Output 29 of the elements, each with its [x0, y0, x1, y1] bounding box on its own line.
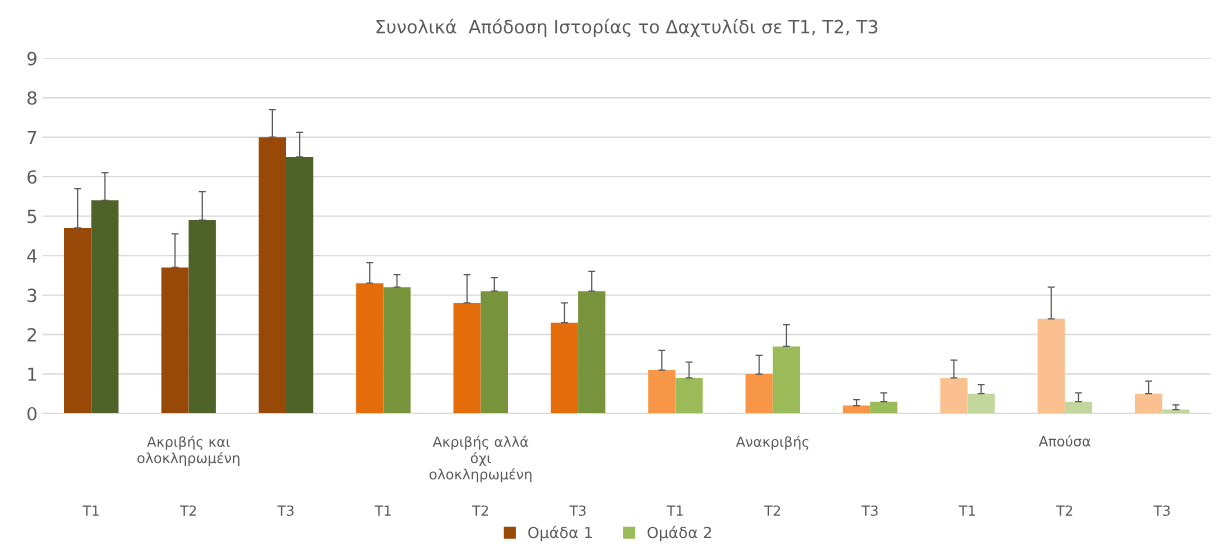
- text: Απούσα: [1038, 435, 1091, 447]
- x-tick-label: T2: [179, 505, 196, 516]
- legend-label: Ομάδα 1: [528, 525, 592, 542]
- x-tick-label: T3: [569, 505, 586, 516]
- legend-label: Ομάδα 2: [647, 525, 711, 542]
- text: Ακριβής και ολοκληρωμένη: [137, 435, 240, 466]
- chart-title: Συνολικά Απόδοση Ιστορίας το Δαχτυλίδι σε T1, T2, T3: [376, 18, 878, 38]
- y-tick-label: 5: [27, 209, 37, 224]
- text: Ανακριβής: [735, 435, 809, 450]
- x-tick-label: T2: [472, 505, 488, 516]
- x-tick-label: T1: [958, 505, 975, 516]
- y-tick-label: 4: [27, 249, 37, 263]
- y-tick-label: 6: [27, 170, 37, 184]
- y-tick-label: 2: [27, 328, 36, 342]
- x-tick-label: T2: [1056, 505, 1073, 516]
- x-tick-label: T1: [82, 505, 99, 516]
- y-tick-label: 7: [27, 130, 37, 145]
- x-tick-label: T3: [277, 505, 294, 516]
- x-tick-label: T1: [374, 505, 391, 516]
- text: Ακριβής αλλά όχι ολοκληρωμένη: [429, 435, 532, 483]
- x-tick-label: T3: [1153, 505, 1170, 516]
- y-tick-label: 9: [27, 51, 37, 66]
- y-tick-label: 8: [27, 91, 37, 105]
- y-tick-label: 1: [28, 367, 37, 381]
- x-tick-label: T2: [764, 505, 781, 516]
- x-tick-label: T3: [861, 505, 878, 516]
- x-tick-label: T1: [666, 505, 683, 516]
- y-tick-label: 3: [27, 288, 37, 303]
- y-tick-label: 0: [27, 406, 37, 421]
